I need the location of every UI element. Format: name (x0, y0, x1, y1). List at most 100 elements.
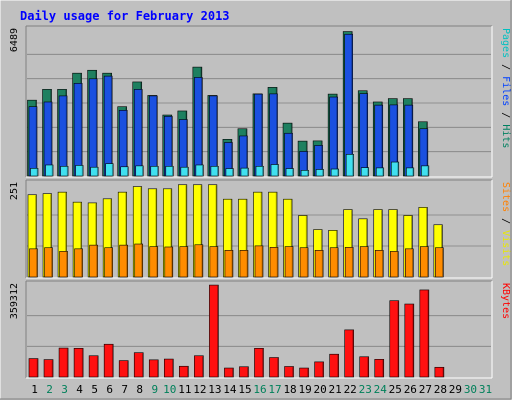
bar-pages (255, 166, 264, 177)
legend-part: / (500, 106, 511, 124)
day-3-kbytes (58, 347, 69, 378)
bar-kbytes (103, 343, 114, 378)
bar-files (118, 110, 128, 177)
bar-kbytes (299, 367, 309, 378)
bar-sites (420, 246, 429, 278)
x-tick-label: 2 (46, 383, 53, 396)
day-13-kbytes (209, 284, 219, 378)
day-27-hits (418, 121, 430, 177)
bar-pages (225, 168, 234, 177)
bar-kbytes (133, 352, 144, 378)
bar-files (359, 93, 369, 177)
legend-part: Files (500, 76, 511, 106)
day-27-visits (418, 207, 429, 278)
legend-visits: Sites / Visits (500, 182, 511, 266)
bar-kbytes (43, 359, 54, 378)
bar-kbytes (179, 365, 189, 378)
chart-title: Daily usage for February 2013 (20, 9, 230, 23)
day-4-kbytes (73, 348, 84, 378)
day-28-kbytes (434, 366, 445, 378)
day-3-visits (57, 191, 68, 278)
bar-pages (60, 166, 69, 177)
legend-part: Pages (500, 28, 511, 58)
bar-sites (194, 244, 204, 278)
x-tick-label: 13 (208, 383, 221, 396)
day-21-kbytes (329, 353, 339, 378)
x-tick-label: 26 (404, 383, 417, 396)
bar-sites (344, 247, 354, 278)
bar-kbytes (28, 358, 39, 378)
day-27-kbytes (419, 289, 430, 378)
y-max-label-visits: 251 (9, 182, 20, 200)
bar-sites (59, 251, 68, 278)
day-8-visits (132, 186, 144, 278)
day-2-kbytes (43, 359, 54, 378)
bar-sites (239, 250, 249, 278)
x-tick-label: 20 (314, 383, 327, 396)
day-17-visits (268, 191, 279, 278)
bar-sites (179, 246, 189, 278)
day-7-hits (117, 106, 129, 177)
bar-kbytes (269, 357, 279, 378)
x-tick-label: 21 (329, 383, 342, 396)
day-13-visits (208, 184, 219, 278)
bar-sites (405, 248, 414, 278)
bar-pages (120, 166, 129, 177)
day-11-hits (177, 110, 189, 177)
day-15-kbytes (239, 366, 249, 378)
bar-kbytes (434, 366, 445, 378)
day-21-hits (327, 93, 339, 177)
day-9-kbytes (148, 359, 159, 378)
x-tick-label: 8 (136, 383, 143, 396)
day-1-kbytes (28, 358, 39, 378)
bar-sites (74, 248, 83, 278)
bar-sites (29, 248, 38, 278)
x-tick-label: 30 (464, 383, 477, 396)
bar-files (329, 96, 338, 177)
day-19-hits (297, 140, 309, 177)
day-24-hits (372, 101, 385, 177)
day-16-hits (252, 93, 264, 177)
day-28-visits (433, 224, 444, 278)
bar-files (73, 83, 83, 177)
bar-pages (105, 163, 114, 177)
x-tick-label: 19 (298, 383, 311, 396)
bar-kbytes (118, 360, 129, 378)
day-19-kbytes (299, 367, 309, 378)
bar-kbytes (194, 355, 204, 378)
day-17-kbytes (269, 357, 279, 378)
legend-part: Visits (500, 230, 511, 266)
day-19-visits (298, 215, 309, 278)
bar-files (148, 95, 158, 177)
bar-files (254, 93, 263, 177)
day-21-visits (328, 230, 339, 278)
bar-sites (164, 246, 174, 278)
day-3-hits (57, 89, 69, 177)
bar-kbytes (344, 329, 354, 378)
x-tick-label: 22 (344, 383, 357, 396)
day-5-hits (87, 69, 99, 177)
day-1-hits (27, 99, 39, 177)
x-tick-label: 10 (163, 383, 176, 396)
legend-part: Sites (500, 182, 511, 212)
day-10-hits (162, 114, 174, 177)
bar-pages (135, 165, 144, 177)
bar-pages (406, 167, 415, 177)
x-tick-label: 24 (374, 383, 388, 396)
x-tick-label: 27 (419, 383, 432, 396)
x-axis-labels: 1 2 3 4 5 6 7 8 9 10 11 12 13 14 15 16 17 18 19 20 21 22 23 24 2… (31, 383, 492, 396)
day-5-visits (87, 202, 98, 278)
day-10-visits (162, 188, 174, 278)
bar-kbytes (224, 367, 234, 378)
day-23-visits (358, 218, 369, 278)
day-4-visits (72, 201, 83, 278)
bar-sites (314, 250, 324, 278)
bar-kbytes (359, 356, 370, 378)
bar-kbytes (389, 300, 400, 378)
day-9-hits (147, 95, 159, 177)
day-22-hits (342, 31, 354, 177)
x-tick-label: 5 (91, 383, 98, 396)
bar-files (269, 93, 278, 177)
day-26-visits (403, 215, 414, 278)
